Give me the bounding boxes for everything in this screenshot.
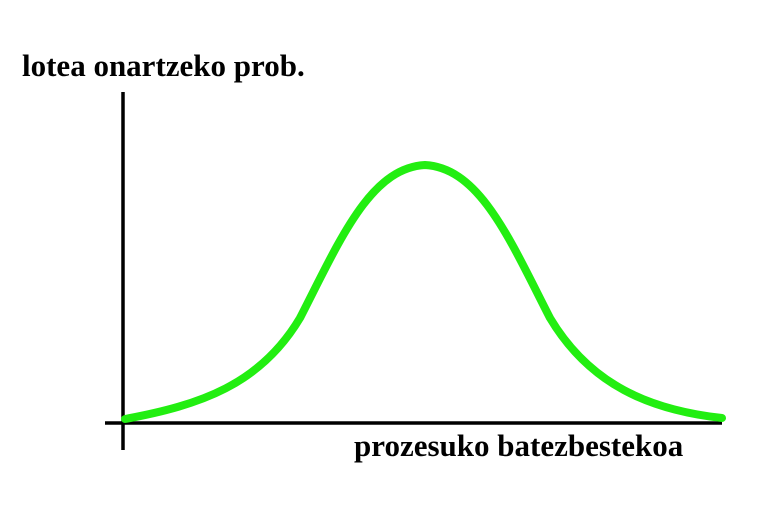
y-axis-label: lotea onartzeko prob. bbox=[22, 48, 305, 83]
x-axis-label: prozesuko batezbestekoa bbox=[354, 428, 684, 463]
bell-curve bbox=[121, 160, 726, 423]
